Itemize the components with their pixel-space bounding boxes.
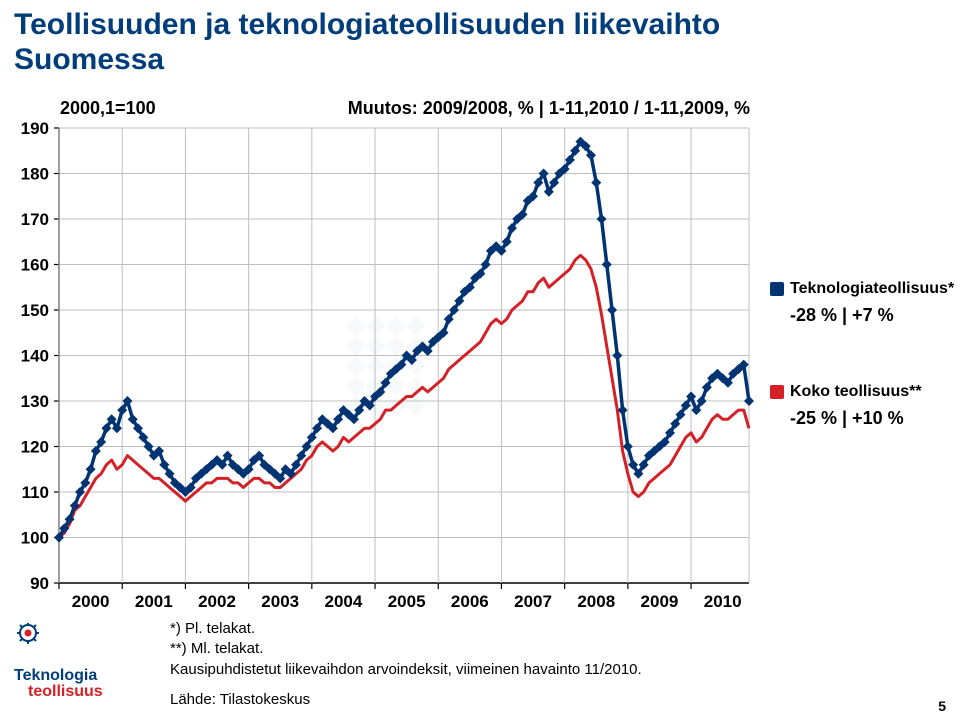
svg-text:2000: 2000 — [72, 592, 110, 611]
footnote-2: **) Ml. telakat. — [170, 639, 642, 659]
svg-text:2005: 2005 — [388, 592, 426, 611]
svg-text:2010: 2010 — [704, 592, 742, 611]
footnote-3: Kausipuhdistetut liikevaihdon arvoindeks… — [170, 660, 642, 680]
title-line1: Teollisuuden ja teknologiateollisuuden l… — [14, 8, 720, 41]
svg-text:2001: 2001 — [135, 592, 173, 611]
svg-text:120: 120 — [21, 438, 49, 457]
svg-text:110: 110 — [22, 483, 49, 502]
line-chart: 90 100 110 120 130 140 150 160 170 180 190 2000 2001… — [14, 98, 754, 628]
svg-text:180: 180 — [21, 165, 49, 184]
svg-text:2008: 2008 — [577, 592, 615, 611]
legend-label: Teknologiateollisuus* — [790, 280, 954, 298]
legend-item-1: Koko teollisuus** -25 % | +10 % — [770, 383, 950, 429]
legend-pct: -28 % | +7 % — [790, 305, 950, 326]
svg-text:130: 130 — [21, 392, 49, 411]
svg-text:2004: 2004 — [325, 592, 363, 611]
legend-pct: -25 % | +10 % — [790, 408, 950, 429]
logo-word1: Teknologia — [14, 668, 154, 684]
svg-text:2009: 2009 — [641, 592, 679, 611]
footnotes: *) Pl. telakat. **) Ml. telakat. Kausipu… — [170, 619, 642, 710]
source-line: Lähde: Tilastokeskus — [170, 690, 642, 710]
legend-label: Koko teollisuus** — [790, 383, 922, 401]
svg-text:2003: 2003 — [261, 592, 299, 611]
svg-text:150: 150 — [21, 301, 49, 320]
svg-text:140: 140 — [21, 347, 49, 366]
legend-swatch — [770, 385, 784, 399]
svg-text:190: 190 — [21, 119, 49, 138]
svg-text:160: 160 — [21, 256, 49, 275]
title-line2: Suomessa — [14, 43, 164, 76]
chart-title: Teollisuuden ja teknologiateollisuuden l… — [14, 8, 720, 77]
logo-word2: teollisuus — [28, 684, 154, 700]
svg-text:100: 100 — [21, 529, 49, 548]
logo: Teknologia teollisuus — [14, 623, 154, 700]
legend-item-0: Teknologiateollisuus*-28 % | +7 % — [770, 280, 950, 326]
legend-swatch — [770, 282, 784, 296]
footnote-1: *) Pl. telakat. — [170, 619, 642, 639]
page-number: 5 — [938, 698, 946, 714]
svg-text:2007: 2007 — [514, 592, 552, 611]
svg-text:170: 170 — [21, 210, 49, 229]
svg-text:2002: 2002 — [198, 592, 236, 611]
svg-text:2006: 2006 — [451, 592, 489, 611]
svg-text:90: 90 — [30, 574, 49, 593]
